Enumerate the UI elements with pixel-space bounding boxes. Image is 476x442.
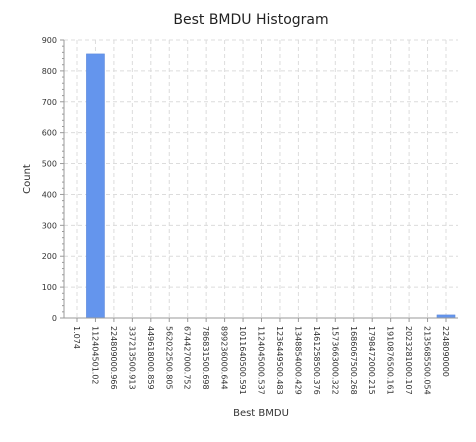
x-axis-label: Best BMDU (233, 408, 289, 419)
bars (86, 53, 456, 319)
x-tick-label: 224809000.966 (109, 326, 118, 390)
y-ticks: 0 100 200 300 400 500 600 700 800 900 (42, 36, 64, 323)
y-tick-label: 800 (42, 67, 57, 76)
x-tick-label: 1011640500.591 (238, 326, 247, 395)
x-tick-label: 1686067500.268 (349, 326, 358, 395)
x-tick-label: 899236000.644 (220, 326, 229, 390)
axes (63, 40, 458, 319)
x-tick-label: 1124045000.537 (257, 326, 266, 395)
x-tick-label: 1.074 (72, 326, 81, 349)
y-tick-label: 500 (42, 160, 57, 169)
x-tick-label: 674427000.752 (183, 326, 192, 390)
bar-1 (86, 53, 105, 319)
x-tick-label: 786831500.698 (201, 326, 210, 390)
x-tick-label: 449618000.859 (146, 326, 155, 390)
y-tick-label: 0 (52, 314, 57, 323)
y-tick-label: 300 (42, 221, 57, 230)
y-tick-label: 900 (42, 36, 57, 45)
x-tick-label: 2135685500.054 (423, 326, 432, 395)
y-tick-label: 100 (42, 283, 57, 292)
x-tick-label: 562022500.805 (164, 326, 173, 390)
x-tick-label: 112404501.02 (90, 326, 99, 385)
x-tick-label: 2023281000.107 (404, 326, 413, 395)
grid-lines (64, 39, 458, 318)
y-tick-label: 700 (42, 98, 57, 107)
x-ticks: 1.074 112404501.02 224809000.966 337213500.… (72, 318, 450, 395)
x-tick-label: 1910876500.161 (386, 326, 395, 395)
x-tick-label: 1798472000.215 (367, 326, 376, 395)
y-tick-label: 200 (42, 252, 57, 261)
y-tick-label: 600 (42, 129, 57, 138)
chart-title: Best BMDU Histogram (173, 12, 328, 28)
y-tick-label: 400 (42, 190, 57, 199)
y-axis-label: Count (22, 164, 33, 194)
x-tick-label: 1461258500.376 (312, 326, 321, 395)
x-tick-label: 1573663000.322 (330, 326, 339, 395)
x-tick-label: 337213500.913 (127, 326, 136, 390)
x-tick-label: 1348854000.429 (293, 326, 302, 395)
x-tick-label: 1236449500.483 (275, 326, 284, 395)
x-tick-label: 2248090000 (441, 326, 450, 377)
